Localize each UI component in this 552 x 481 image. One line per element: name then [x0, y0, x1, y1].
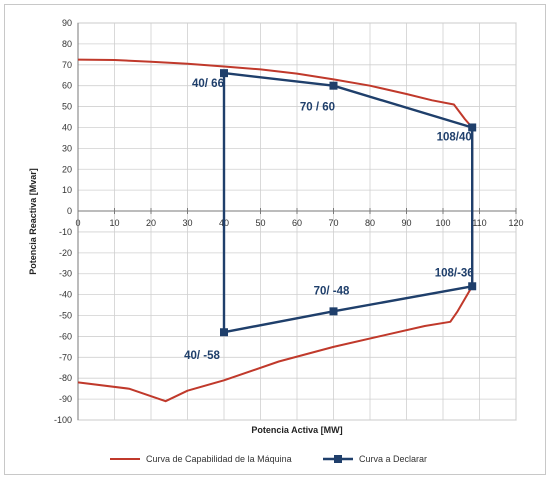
y-tick-label: -50	[59, 311, 72, 321]
declared-point-marker	[329, 307, 338, 316]
legend-label-declared: Curva a Declarar	[359, 454, 427, 464]
y-tick-label: 70	[62, 60, 72, 70]
annotations: 40/ 66 70 / 60 108/40 108/-36 70/ -48 40/ -58	[184, 78, 474, 362]
x-tick-label: 100	[435, 218, 450, 228]
declared-point-marker	[468, 282, 477, 291]
x-tick-label: 70	[328, 218, 338, 228]
x-tick-label: 50	[255, 218, 265, 228]
x-tick-label: 10	[109, 218, 119, 228]
y-tick-label: -80	[59, 373, 72, 383]
chart-frame	[4, 4, 546, 475]
y-tick-label: -70	[59, 352, 72, 362]
x-tick-label: 110	[472, 218, 486, 228]
declared-point-marker	[220, 69, 228, 78]
x-tick-label: 30	[182, 218, 192, 228]
y-tick-label: -30	[59, 269, 72, 279]
x-tick-label: 120	[508, 218, 523, 228]
axes: 0102030405060708090100110120908070605040…	[54, 18, 524, 425]
x-tick-label: 80	[365, 218, 375, 228]
point-label: 40/ -58	[184, 350, 220, 362]
y-axis-title: Potencia Reactiva [Mvar]	[28, 168, 38, 275]
legend-marker-declared	[334, 455, 342, 463]
y-tick-label: 40	[62, 122, 72, 132]
y-tick-label: 90	[62, 18, 72, 28]
point-label: 40/ 66	[192, 78, 224, 90]
y-tick-label: 30	[62, 143, 72, 153]
series-group	[77, 58, 477, 403]
point-label: 70/ -48	[314, 285, 350, 297]
x-tick-label: 20	[146, 218, 156, 228]
y-tick-label: -60	[59, 331, 72, 341]
y-tick-label: 0	[67, 206, 72, 216]
y-tick-label: -40	[59, 290, 72, 300]
y-tick-label: 20	[62, 164, 72, 174]
point-label: 108/-36	[435, 267, 474, 279]
declared-point-marker	[329, 81, 338, 90]
point-label: 108/40	[437, 131, 472, 143]
grid	[77, 22, 517, 421]
declared-point-marker	[468, 123, 477, 132]
y-tick-label: 80	[62, 39, 72, 49]
y-tick-label: 10	[62, 185, 72, 195]
legend: Curva de Capabilidad de la Máquina Curva …	[110, 454, 427, 464]
y-tick-label: -10	[59, 227, 72, 237]
y-tick-label: -20	[59, 248, 72, 258]
legend-label-capability: Curva de Capabilidad de la Máquina	[146, 454, 292, 464]
x-tick-label: 60	[292, 218, 302, 228]
y-tick-label: -90	[59, 394, 72, 404]
y-tick-label: 60	[62, 81, 72, 91]
x-tick-label: 90	[401, 218, 411, 228]
y-tick-label: -100	[54, 415, 72, 425]
x-axis-title: Potencia Activa [MW]	[251, 425, 342, 435]
point-label: 70 / 60	[300, 102, 335, 114]
declared-point-marker	[220, 328, 228, 337]
y-tick-label: 50	[62, 102, 72, 112]
